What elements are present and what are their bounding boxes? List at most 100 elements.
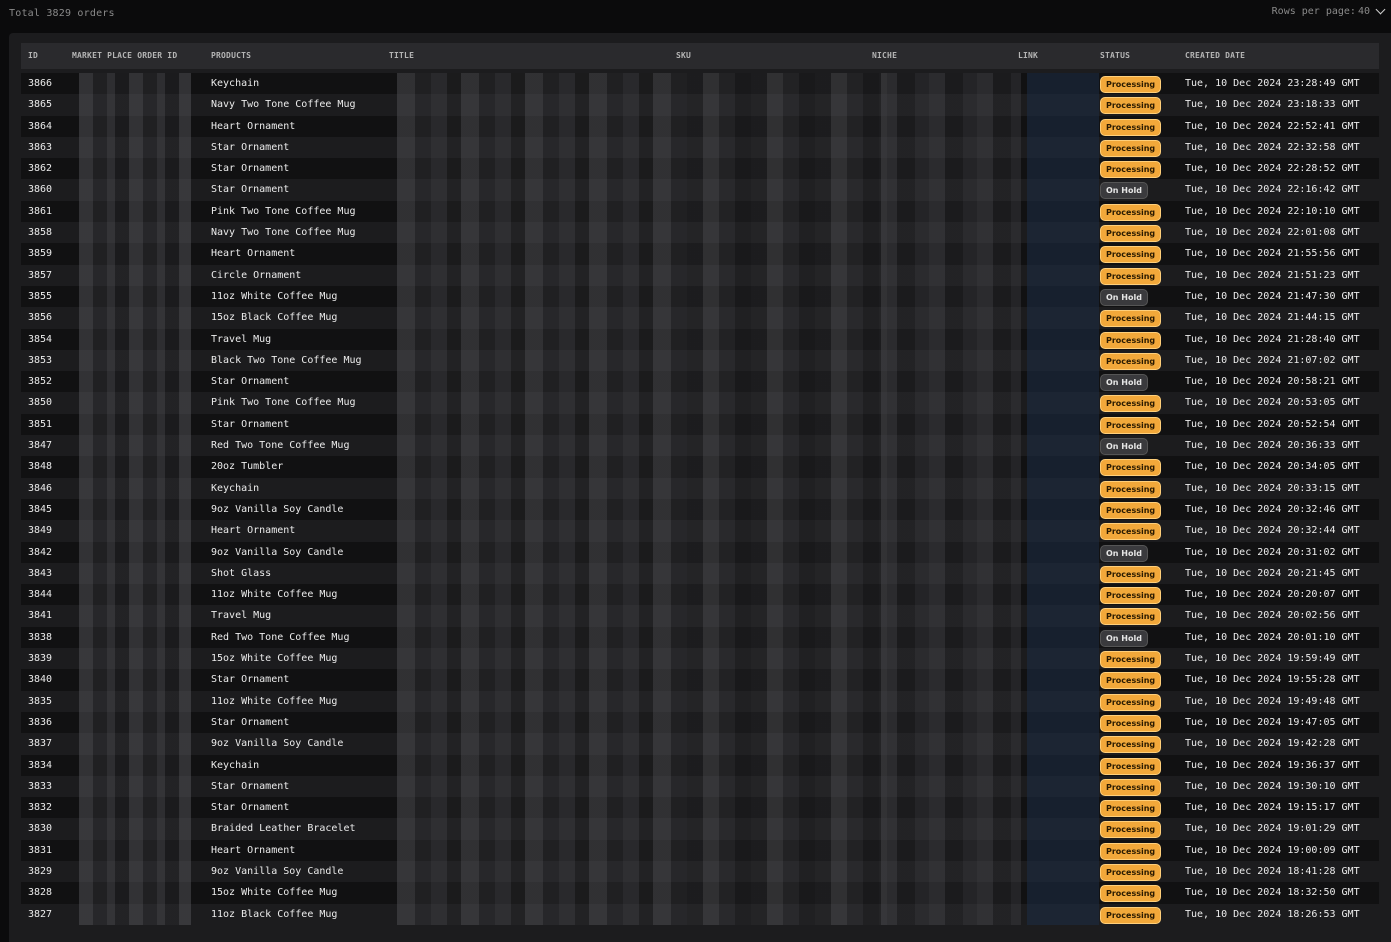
table-row[interactable]: 3833 Star Ornament Processing Tue, 10 Dec 2… — [21, 775, 1379, 798]
table-row[interactable]: 3860 Star Ornament On Hold Tue, 10 Dec 2024… — [21, 179, 1379, 201]
table-row[interactable]: 3835 11oz White Coffee Mug Processing Tue, … — [21, 690, 1379, 712]
created-date-cell: Tue, 10 Dec 2024 19:30:10 GMT — [1185, 780, 1360, 792]
table-row[interactable]: 3827 11oz Black Coffee Mug Processing Tue, … — [21, 903, 1379, 925]
rows-per-page-select[interactable]: Rows per page: 40 — [1272, 4, 1387, 17]
redacted-link-cell[interactable] — [1027, 222, 1099, 244]
redacted-link-cell[interactable] — [1027, 136, 1099, 159]
table-row[interactable]: 3865 Navy Two Tone Coffee Mug Processing Tu… — [21, 94, 1379, 116]
product-cell: Navy Two Tone Coffee Mug — [211, 99, 356, 111]
redacted-link-cell[interactable] — [1027, 711, 1099, 734]
redacted-link-cell[interactable] — [1027, 839, 1099, 861]
table-row[interactable]: 3828 15oz White Coffee Mug Processing Tue, … — [21, 882, 1379, 904]
redacted-link-cell[interactable] — [1027, 818, 1099, 840]
table-row[interactable]: 3839 15oz White Coffee Mug Processing Tue, … — [21, 648, 1379, 670]
table-row[interactable]: 3837 9oz Vanilla Soy Candle Processing Tue,… — [21, 733, 1379, 755]
table-row[interactable]: 3836 Star Ornament Processing Tue, 10 Dec 2… — [21, 711, 1379, 734]
col-header-marketplace-order-id[interactable]: MARKET PLACE ORDER ID — [72, 51, 178, 60]
table-row[interactable]: 3848 20oz Tumbler Processing Tue, 10 Dec 20… — [21, 456, 1379, 478]
redacted-link-cell[interactable] — [1027, 392, 1099, 414]
redacted-link-cell[interactable] — [1027, 200, 1099, 223]
redacted-link-cell[interactable] — [1027, 797, 1099, 819]
redacted-link-cell[interactable] — [1027, 690, 1099, 712]
redacted-link-cell[interactable] — [1027, 413, 1099, 436]
col-header-status[interactable]: STATUS — [1100, 51, 1131, 60]
table-row[interactable]: 3861 Pink Two Tone Coffee Mug Processing Tu… — [21, 200, 1379, 223]
redacted-link-cell[interactable] — [1027, 669, 1099, 691]
redacted-link-cell[interactable] — [1027, 307, 1099, 329]
redacted-link-cell[interactable] — [1027, 498, 1099, 521]
table-row[interactable]: 3842 9oz Vanilla Soy Candle On Hold Tue, 10… — [21, 541, 1379, 563]
col-header-link[interactable]: LINK — [1018, 51, 1039, 60]
col-header-id[interactable]: ID — [28, 51, 39, 60]
redacted-link-cell[interactable] — [1027, 775, 1099, 798]
redacted-sku-cell — [687, 94, 887, 116]
redacted-link-cell[interactable] — [1027, 584, 1099, 606]
col-header-title[interactable]: TITLE — [389, 51, 415, 60]
redacted-link-cell[interactable] — [1027, 733, 1099, 755]
redacted-link-cell[interactable] — [1027, 562, 1099, 585]
table-row[interactable]: 3856 15oz Black Coffee Mug Processing Tue, … — [21, 307, 1379, 329]
table-row[interactable]: 3843 Shot Glass Processing Tue, 10 Dec 2024… — [21, 562, 1379, 585]
table-row[interactable]: 3834 Keychain Processing Tue, 10 Dec 2024 1… — [21, 754, 1379, 776]
redacted-link-cell[interactable] — [1027, 605, 1099, 627]
table-row[interactable]: 3850 Pink Two Tone Coffee Mug Processing Tu… — [21, 392, 1379, 414]
redacted-link-cell[interactable] — [1027, 541, 1099, 563]
redacted-title-cell — [397, 73, 687, 95]
col-header-niche[interactable]: NICHE — [872, 51, 898, 60]
col-header-sku[interactable]: SKU — [676, 51, 692, 60]
table-row[interactable]: 3845 9oz Vanilla Soy Candle Processing Tue,… — [21, 498, 1379, 521]
redacted-link-cell[interactable] — [1027, 860, 1099, 883]
table-row[interactable]: 3830 Braided Leather Bracelet Processing Tu… — [21, 818, 1379, 840]
redacted-link-cell[interactable] — [1027, 520, 1099, 542]
redacted-title-cell — [397, 605, 687, 627]
col-header-created-date[interactable]: CREATED DATE — [1185, 51, 1246, 60]
redacted-link-cell[interactable] — [1027, 882, 1099, 904]
redacted-link-cell[interactable] — [1027, 264, 1099, 286]
table-row[interactable]: 3864 Heart Ornament Processing Tue, 10 Dec … — [21, 115, 1379, 137]
table-row[interactable]: 3866 Keychain Processing Tue, 10 Dec 2024 2… — [21, 73, 1379, 95]
redacted-link-cell[interactable] — [1027, 349, 1099, 372]
redacted-link-cell[interactable] — [1027, 456, 1099, 478]
table-row[interactable]: 3853 Black Two Tone Coffee Mug Processing T… — [21, 349, 1379, 372]
table-row[interactable]: 3852 Star Ornament On Hold Tue, 10 Dec 2024… — [21, 371, 1379, 393]
table-row[interactable]: 3846 Keychain Processing Tue, 10 Dec 2024 2… — [21, 477, 1379, 499]
table-row[interactable]: 3862 Star Ornament Processing Tue, 10 Dec 2… — [21, 158, 1379, 180]
table-row[interactable]: 3857 Circle Ornament Processing Tue, 10 Dec… — [21, 264, 1379, 286]
redacted-link-cell[interactable] — [1027, 285, 1099, 308]
table-row[interactable]: 3844 11oz White Coffee Mug Processing Tue, … — [21, 584, 1379, 606]
table-row[interactable]: 3838 Red Two Tone Coffee Mug On Hold Tue, 1… — [21, 626, 1379, 649]
redacted-niche-cell — [881, 541, 1021, 563]
redacted-link-cell[interactable] — [1027, 754, 1099, 776]
table-row[interactable]: 3858 Navy Two Tone Coffee Mug Processing Tu… — [21, 222, 1379, 244]
redacted-link-cell[interactable] — [1027, 626, 1099, 649]
status-badge: Processing — [1100, 246, 1162, 264]
redacted-link-cell[interactable] — [1027, 435, 1099, 457]
redacted-link-cell[interactable] — [1027, 158, 1099, 180]
table-row[interactable]: 3854 Travel Mug Processing Tue, 10 Dec 2024… — [21, 328, 1379, 350]
table-row[interactable]: 3847 Red Two Tone Coffee Mug On Hold Tue, 1… — [21, 435, 1379, 457]
table-row[interactable]: 3849 Heart Ornament Processing Tue, 10 Dec … — [21, 520, 1379, 542]
table-row[interactable]: 3840 Star Ornament Processing Tue, 10 Dec 2… — [21, 669, 1379, 691]
chevron-down-icon[interactable] — [1375, 4, 1386, 15]
redacted-link-cell[interactable] — [1027, 903, 1099, 925]
redacted-link-cell[interactable] — [1027, 477, 1099, 499]
redacted-link-cell[interactable] — [1027, 243, 1099, 265]
redacted-link-cell[interactable] — [1027, 94, 1099, 116]
table-row[interactable]: 3831 Heart Ornament Processing Tue, 10 Dec … — [21, 839, 1379, 861]
table-row[interactable]: 3832 Star Ornament Processing Tue, 10 Dec 2… — [21, 797, 1379, 819]
redacted-link-cell[interactable] — [1027, 115, 1099, 137]
table-row[interactable]: 3859 Heart Ornament Processing Tue, 10 Dec … — [21, 243, 1379, 265]
redacted-link-cell[interactable] — [1027, 371, 1099, 393]
table-row[interactable]: 3851 Star Ornament Processing Tue, 10 Dec 2… — [21, 413, 1379, 436]
redacted-link-cell[interactable] — [1027, 73, 1099, 95]
redacted-link-cell[interactable] — [1027, 179, 1099, 201]
redacted-link-cell[interactable] — [1027, 648, 1099, 670]
col-header-products[interactable]: PRODUCTS — [211, 51, 252, 60]
table-row[interactable]: 3863 Star Ornament Processing Tue, 10 Dec 2… — [21, 136, 1379, 159]
table-row[interactable]: 3855 11oz White Coffee Mug On Hold Tue, 10 … — [21, 285, 1379, 308]
table-row[interactable]: 3829 9oz Vanilla Soy Candle Processing Tue,… — [21, 860, 1379, 883]
redacted-mpo-cell — [79, 818, 191, 840]
table-row[interactable]: 3841 Travel Mug Processing Tue, 10 Dec 2024… — [21, 605, 1379, 627]
redacted-link-cell[interactable] — [1027, 328, 1099, 350]
product-cell: Red Two Tone Coffee Mug — [211, 440, 350, 452]
